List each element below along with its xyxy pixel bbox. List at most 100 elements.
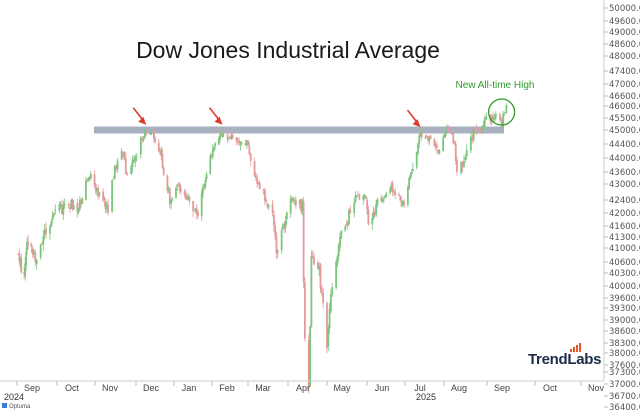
candle-body xyxy=(442,138,445,151)
candle-body xyxy=(456,160,458,173)
candle-body xyxy=(435,144,438,149)
candle-body xyxy=(123,151,126,160)
y-tick-label: 39300.00 xyxy=(609,304,640,314)
candle-body xyxy=(58,204,61,211)
y-tick-label: 41300.00 xyxy=(609,233,640,243)
candle-body xyxy=(39,244,42,258)
footer: 2024 2025 Optuma xyxy=(2,392,436,410)
candle-body xyxy=(49,226,51,234)
candle-body xyxy=(434,143,437,146)
candle-body xyxy=(265,200,268,203)
candle-body xyxy=(469,136,472,151)
candle-body xyxy=(463,161,465,168)
x-tick-label: May xyxy=(333,383,351,393)
candle-body xyxy=(292,198,295,202)
candle-body xyxy=(149,133,152,135)
candle-body xyxy=(194,207,197,211)
candle-body xyxy=(170,199,172,204)
y-tick-label: 38600.00 xyxy=(609,327,640,337)
candle-body xyxy=(45,228,47,234)
candle-body xyxy=(131,159,134,168)
x-tick-label: Dec xyxy=(143,383,160,393)
candle-body xyxy=(203,185,206,188)
candle-body xyxy=(227,137,230,139)
candle-body xyxy=(133,160,135,162)
y-tick-label: 47000.00 xyxy=(609,80,640,90)
y-tick-label: 37600.00 xyxy=(609,361,640,371)
candle-body xyxy=(19,257,22,263)
candle-body xyxy=(424,136,427,139)
x-tick-label: Nov xyxy=(588,383,605,393)
candle-body xyxy=(254,175,257,178)
peak-arrow-head xyxy=(214,116,223,125)
candle-body xyxy=(217,138,220,145)
candle-body xyxy=(197,212,199,217)
year-label-2025: 2025 xyxy=(416,392,436,402)
candle-body xyxy=(27,241,29,245)
candle-body xyxy=(339,237,341,248)
x-tick-label: Aug xyxy=(451,383,467,393)
candle-body xyxy=(85,180,87,200)
candle-body xyxy=(273,214,275,226)
candle-body xyxy=(482,125,485,127)
candle-body xyxy=(429,135,432,139)
candle-body xyxy=(210,153,213,156)
candle-body xyxy=(20,258,23,273)
candle-body xyxy=(103,198,106,201)
candle-body xyxy=(400,200,403,207)
y-tick-label: 38000.00 xyxy=(609,349,640,359)
candle-body xyxy=(451,132,453,135)
candle-body xyxy=(229,137,232,139)
candle-body xyxy=(122,152,124,154)
candle-body xyxy=(354,195,357,203)
candle-body xyxy=(113,165,116,179)
candle-body xyxy=(236,139,239,142)
x-tick-label: Sep xyxy=(24,383,40,393)
candle-body xyxy=(245,140,248,144)
candle-body xyxy=(274,225,277,237)
brand-text: TrendLabs xyxy=(528,351,601,368)
candle-body xyxy=(349,210,352,213)
candle-body xyxy=(376,199,379,205)
candle-body xyxy=(130,165,133,175)
y-tick-label: 41000.00 xyxy=(609,244,640,254)
candle-body xyxy=(461,161,464,167)
candle-body xyxy=(320,288,323,293)
candle-body xyxy=(454,144,457,162)
y-tick-label: 40300.00 xyxy=(609,269,640,279)
candle-body xyxy=(499,113,501,121)
candle-body xyxy=(398,194,400,196)
y-tick-label: 40600.00 xyxy=(609,258,640,268)
candle-body xyxy=(409,174,412,180)
candle-body xyxy=(72,205,75,210)
candle-body xyxy=(500,119,503,127)
candle-body xyxy=(427,136,429,141)
candle-body xyxy=(126,173,129,175)
candle-body xyxy=(141,138,144,140)
candle-body xyxy=(88,176,91,180)
candle-body xyxy=(494,113,497,118)
candle-body xyxy=(31,248,34,255)
candle-body xyxy=(438,150,441,154)
x-tick-label: Nov xyxy=(102,383,119,393)
candle-body xyxy=(135,155,138,157)
candle-body xyxy=(54,209,57,212)
candle-body xyxy=(63,203,66,205)
x-tick-label: Sep xyxy=(494,383,510,393)
candle-body xyxy=(418,135,421,144)
candle-body xyxy=(460,162,463,174)
candle-body xyxy=(266,203,269,208)
brand-bar xyxy=(573,347,575,352)
candle-body xyxy=(406,187,409,205)
candle-body xyxy=(24,263,27,277)
candle-body xyxy=(382,199,385,201)
candle-body xyxy=(249,153,252,161)
candle-body xyxy=(381,199,384,202)
candle-body xyxy=(375,204,378,215)
candle-body xyxy=(280,230,283,251)
candle-body xyxy=(78,199,81,210)
candle-body xyxy=(178,183,181,191)
candle-body xyxy=(209,155,212,174)
candle-body xyxy=(167,189,170,192)
brand-bar xyxy=(579,343,581,352)
